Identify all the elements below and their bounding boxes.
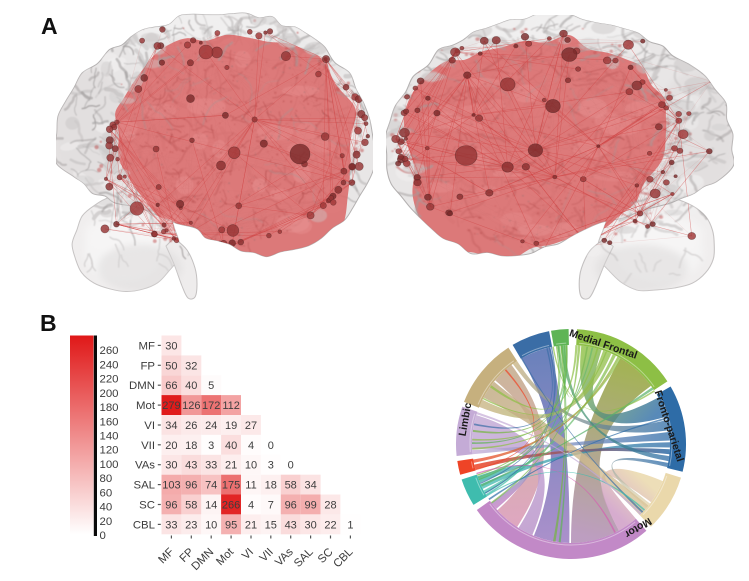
svg-text:20: 20	[165, 440, 177, 452]
svg-text:50: 50	[165, 360, 177, 372]
svg-text:22: 22	[324, 519, 336, 531]
svg-text:3: 3	[268, 460, 274, 472]
svg-text:30: 30	[165, 460, 177, 472]
svg-text:1: 1	[347, 519, 353, 531]
svg-text:0: 0	[268, 440, 274, 452]
svg-text:100: 100	[100, 459, 119, 471]
svg-text:279: 279	[162, 400, 180, 412]
svg-text:21: 21	[225, 460, 237, 472]
svg-text:32: 32	[185, 360, 197, 372]
svg-text:23: 23	[185, 519, 197, 531]
svg-text:266: 266	[222, 500, 240, 512]
svg-text:28: 28	[324, 500, 336, 512]
svg-text:MF: MF	[139, 340, 155, 352]
svg-text:40: 40	[185, 380, 197, 392]
svg-text:19: 19	[225, 420, 237, 432]
svg-text:58: 58	[285, 480, 297, 492]
svg-text:5: 5	[208, 380, 214, 392]
svg-text:180: 180	[100, 402, 119, 414]
svg-text:58: 58	[185, 500, 197, 512]
svg-text:DMN: DMN	[189, 546, 216, 573]
svg-text:112: 112	[222, 400, 240, 412]
svg-text:126: 126	[182, 400, 200, 412]
svg-text:43: 43	[185, 460, 197, 472]
svg-text:200: 200	[100, 388, 119, 400]
svg-text:4: 4	[248, 500, 254, 512]
svg-text:30: 30	[304, 519, 316, 531]
svg-text:96: 96	[185, 480, 197, 492]
svg-text:Limbic: Limbic	[457, 402, 475, 438]
svg-text:11: 11	[245, 480, 256, 492]
svg-text:80: 80	[100, 473, 113, 485]
svg-text:220: 220	[100, 374, 119, 386]
svg-text:SAL: SAL	[292, 546, 316, 570]
svg-text:0: 0	[288, 460, 294, 472]
svg-text:VI: VI	[240, 546, 256, 562]
svg-text:4: 4	[248, 440, 254, 452]
svg-text:18: 18	[265, 480, 277, 492]
svg-text:66: 66	[165, 380, 177, 392]
svg-text:CBL: CBL	[331, 546, 355, 570]
svg-text:VAs: VAs	[273, 546, 296, 569]
svg-text:7: 7	[268, 500, 274, 512]
svg-text:99: 99	[304, 500, 316, 512]
svg-text:SC: SC	[139, 500, 155, 512]
svg-text:FP: FP	[140, 360, 155, 372]
svg-text:Mot: Mot	[136, 400, 156, 412]
svg-text:3: 3	[208, 440, 214, 452]
svg-text:SAL: SAL	[133, 480, 155, 492]
svg-text:40: 40	[100, 502, 113, 514]
svg-text:96: 96	[165, 500, 177, 512]
svg-text:15: 15	[265, 519, 277, 531]
svg-text:27: 27	[245, 420, 257, 432]
svg-text:120: 120	[100, 445, 119, 457]
svg-text:30: 30	[165, 340, 177, 352]
svg-text:10: 10	[205, 519, 217, 531]
svg-text:DMN: DMN	[129, 380, 155, 392]
svg-text:CBL: CBL	[133, 519, 155, 531]
svg-text:VI: VI	[144, 420, 155, 432]
svg-text:MF: MF	[156, 546, 176, 566]
svg-text:103: 103	[162, 480, 180, 492]
svg-text:34: 34	[304, 480, 316, 492]
svg-text:43: 43	[285, 519, 297, 531]
svg-text:140: 140	[100, 431, 119, 443]
svg-text:26: 26	[185, 420, 197, 432]
svg-text:96: 96	[285, 500, 297, 512]
svg-text:34: 34	[165, 420, 177, 432]
svg-text:33: 33	[165, 519, 177, 531]
svg-text:VII: VII	[141, 440, 155, 452]
svg-text:60: 60	[100, 487, 113, 499]
svg-text:18: 18	[185, 440, 197, 452]
svg-text:Mot: Mot	[214, 546, 237, 569]
svg-text:VAs: VAs	[135, 460, 155, 472]
svg-text:175: 175	[222, 480, 240, 492]
svg-text:0: 0	[100, 530, 106, 542]
svg-text:95: 95	[225, 519, 237, 531]
svg-text:240: 240	[100, 359, 119, 371]
svg-text:74: 74	[205, 480, 217, 492]
svg-text:21: 21	[245, 519, 257, 531]
svg-text:14: 14	[205, 500, 217, 512]
svg-text:20: 20	[100, 516, 113, 528]
svg-text:40: 40	[225, 440, 237, 452]
svg-text:160: 160	[100, 416, 119, 428]
svg-text:260: 260	[100, 345, 119, 357]
svg-text:10: 10	[245, 460, 257, 472]
svg-text:24: 24	[205, 420, 217, 432]
svg-text:33: 33	[205, 460, 217, 472]
svg-text:172: 172	[202, 400, 220, 412]
